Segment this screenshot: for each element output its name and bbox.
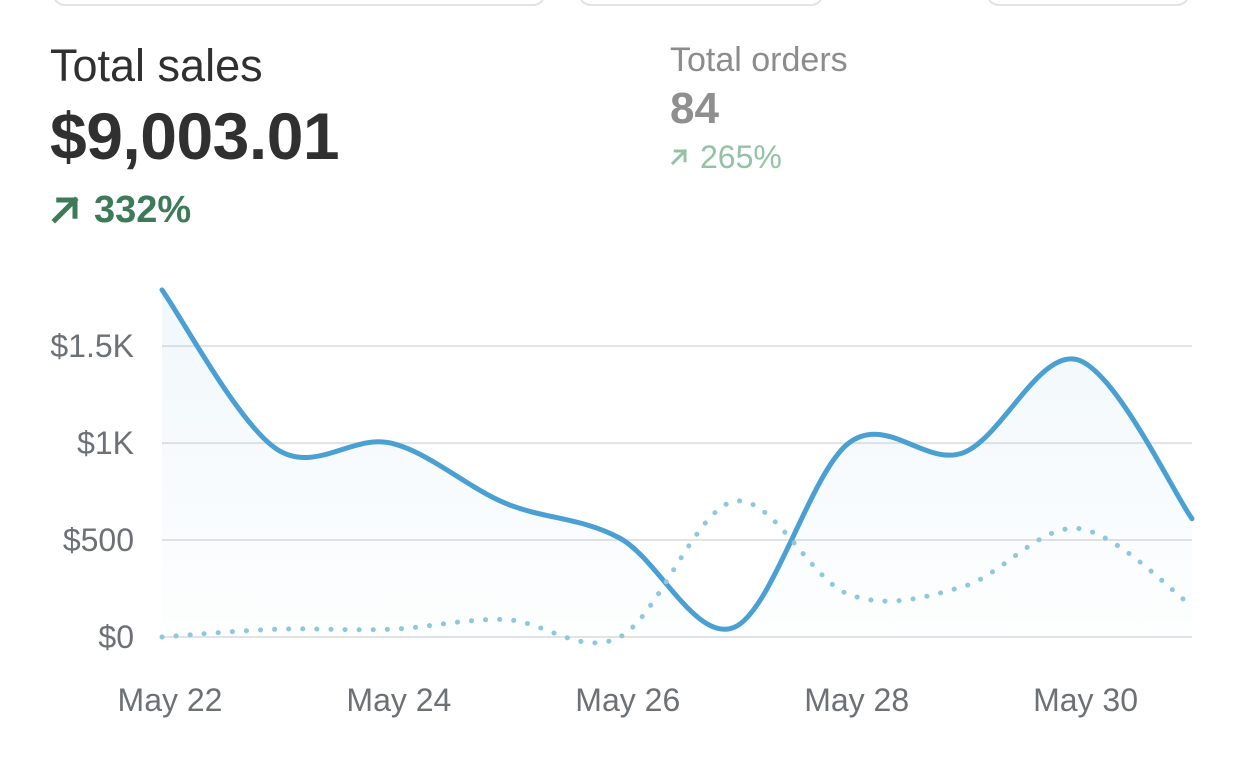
y-axis-labels: $0 $500 $1K $1.5K	[50, 328, 134, 655]
total-sales-value: $9,003.01	[50, 99, 340, 173]
total-sales-label: Total sales	[50, 40, 263, 91]
total-orders-value: 84	[670, 84, 719, 133]
series-line-1	[159, 498, 1195, 646]
total-orders-metric[interactable]: Total orders 84 265%	[670, 40, 848, 176]
y-tick-label-2: $1K	[77, 425, 134, 461]
x-tick-label-3: May 28	[804, 682, 909, 718]
area-fill	[162, 289, 1192, 637]
total-sales-change-value: 332%	[94, 189, 192, 231]
total-orders-change: 265%	[670, 138, 848, 176]
total-orders-label: Total orders	[670, 41, 848, 79]
y-tick-label-3: $1.5K	[50, 328, 134, 364]
series-area-0	[162, 289, 1192, 637]
total-sales-change: 332%	[50, 188, 339, 232]
total-orders-change-value: 265%	[700, 139, 782, 175]
series-lines	[159, 287, 1195, 646]
x-tick-label-4: May 30	[1033, 682, 1138, 718]
y-tick-label-0: $0	[98, 619, 134, 655]
series-line-0	[159, 287, 1195, 632]
arrow-up-right-icon	[670, 148, 688, 166]
x-axis-labels: May 22 May 24 May 26 May 28 May 30	[118, 682, 1138, 718]
x-tick-label-2: May 26	[575, 682, 680, 718]
x-tick-label-1: May 24	[346, 682, 451, 718]
total-sales-metric[interactable]: Total sales $9,003.01 332%	[50, 40, 340, 232]
y-tick-label-1: $500	[63, 522, 134, 558]
x-tick-label-0: May 22	[118, 682, 223, 718]
arrow-up-right-icon	[51, 196, 79, 224]
